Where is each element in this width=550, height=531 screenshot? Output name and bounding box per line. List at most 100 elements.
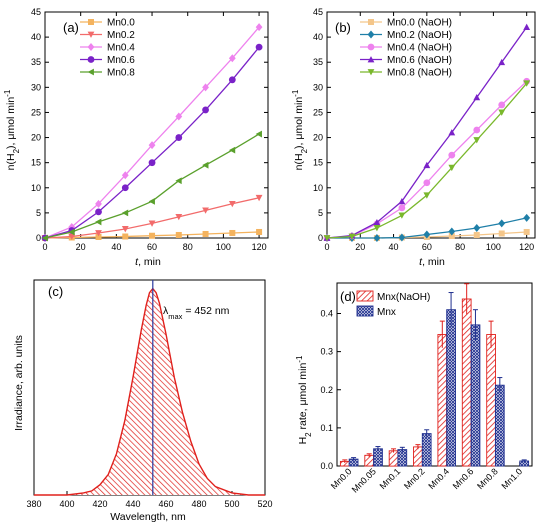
legend-marker	[87, 31, 95, 38]
legend-marker	[88, 19, 94, 25]
y-tick-label: 20	[31, 133, 41, 143]
panel-a-xlabel: t, min	[135, 256, 161, 268]
legend-marker	[87, 56, 95, 63]
data-point	[122, 233, 129, 240]
bar-mnx-naoh-	[364, 454, 375, 467]
bar-mnx	[421, 433, 432, 467]
x-tick-label: 80	[183, 242, 193, 252]
data-point	[121, 209, 129, 217]
data-point	[473, 231, 480, 238]
data-point	[498, 109, 506, 116]
panel-b-label: (b)	[335, 20, 351, 35]
x-tick-label: 500	[224, 499, 239, 509]
x-tick-label: 0	[324, 242, 329, 252]
panel-c: 380 400 420 440 460 480 500 520 (c) Wavelength,…	[13, 279, 273, 523]
bar-mnx	[373, 448, 383, 467]
x-tick-label: 40	[389, 242, 399, 252]
data-point	[423, 192, 431, 199]
data-point	[202, 230, 209, 237]
data-point	[398, 212, 406, 219]
series-line-mn0-4-naoh-	[326, 80, 528, 239]
data-point	[498, 101, 506, 109]
spectrum-area	[34, 288, 265, 495]
panel-d-label: (d)	[340, 289, 356, 304]
data-point	[175, 231, 182, 238]
data-point	[473, 126, 481, 134]
bar-mnx	[397, 449, 408, 467]
data-point	[202, 83, 209, 92]
y-tick-label: 30	[313, 82, 323, 92]
bar-mnx-naoh-	[486, 334, 496, 467]
y-tick-label: 0.3	[320, 347, 333, 357]
data-point	[229, 229, 236, 236]
y-tick-label: 0.1	[320, 423, 333, 433]
legend-entry: Mn0.4 (NaOH)	[387, 43, 452, 54]
data-point	[255, 194, 263, 202]
legend-entry: Mn0.6 (NaOH)	[387, 55, 452, 66]
data-point	[121, 226, 129, 233]
y-tick-label: 30	[31, 82, 41, 92]
x-tick-label: Mn0.05	[350, 466, 378, 494]
x-tick-label: Mn0.2	[402, 466, 427, 491]
panel-a-label: (a)	[63, 20, 79, 35]
panel-b-ylabel: n(H2), μmol min-1	[291, 89, 309, 170]
legend-marker	[367, 30, 375, 39]
bar-mnx	[494, 384, 505, 467]
data-point	[68, 222, 76, 231]
data-point	[373, 234, 381, 242]
data-point	[423, 230, 431, 239]
legend-entry: Mn0.2 (NaOH)	[387, 30, 452, 41]
data-point	[255, 43, 263, 51]
y-tick-label: 40	[313, 32, 323, 42]
data-point	[228, 200, 236, 208]
panel-d-axes-box	[336, 282, 533, 467]
x-tick-label: 480	[191, 499, 206, 509]
panel-d-ylabel: H2 rate, μmol min-1	[295, 355, 313, 444]
data-point	[202, 106, 209, 114]
y-tick-label: 0	[318, 233, 323, 243]
x-tick-label: 20	[76, 242, 86, 252]
data-point	[473, 93, 481, 101]
legend-entry: Mn0.4	[107, 43, 135, 54]
data-point	[175, 177, 182, 185]
data-point	[448, 232, 455, 239]
legend-entry: Mnx(NaOH)	[377, 292, 430, 303]
x-tick-label: 40	[111, 242, 121, 252]
data-point	[398, 197, 406, 205]
legend-marker	[368, 19, 374, 25]
data-point	[373, 225, 381, 232]
data-point	[68, 228, 75, 236]
panel-b-axes-box	[326, 11, 536, 239]
y-tick-label: 25	[31, 107, 41, 117]
data-point	[473, 137, 481, 144]
bar-mnx	[470, 324, 481, 467]
x-tick-label: 420	[92, 499, 107, 509]
data-point	[523, 80, 531, 87]
y-tick-label: 25	[313, 107, 323, 117]
data-point	[498, 230, 505, 237]
panel-a-frame: 0 20 40 60 80 100 120 0 5 10 15 20 25 30 35 40 45	[31, 7, 269, 252]
y-tick-label: 35	[313, 57, 323, 67]
y-tick-label: 5	[318, 208, 323, 218]
data-point	[228, 76, 236, 84]
x-tick-label: 60	[147, 242, 157, 252]
bar-mnx-naoh-	[388, 450, 399, 467]
data-point	[373, 219, 381, 226]
data-point	[149, 232, 156, 239]
x-tick-label: Mn0.8	[475, 466, 500, 491]
panel-a-axes-box	[44, 11, 269, 239]
data-point	[95, 199, 102, 208]
data-point	[175, 134, 183, 141]
y-tick-label: 5	[36, 208, 41, 218]
x-tick-label: 100	[216, 242, 231, 252]
data-point	[41, 234, 48, 242]
data-point	[148, 159, 156, 167]
x-tick-label: Mn0.4	[426, 466, 451, 491]
data-point	[255, 23, 263, 32]
data-point	[256, 228, 263, 235]
y-tick-label: 35	[31, 57, 41, 67]
panel-c-xlabel: Wavelength, nm	[110, 511, 186, 523]
x-tick-label: 120	[252, 242, 267, 252]
